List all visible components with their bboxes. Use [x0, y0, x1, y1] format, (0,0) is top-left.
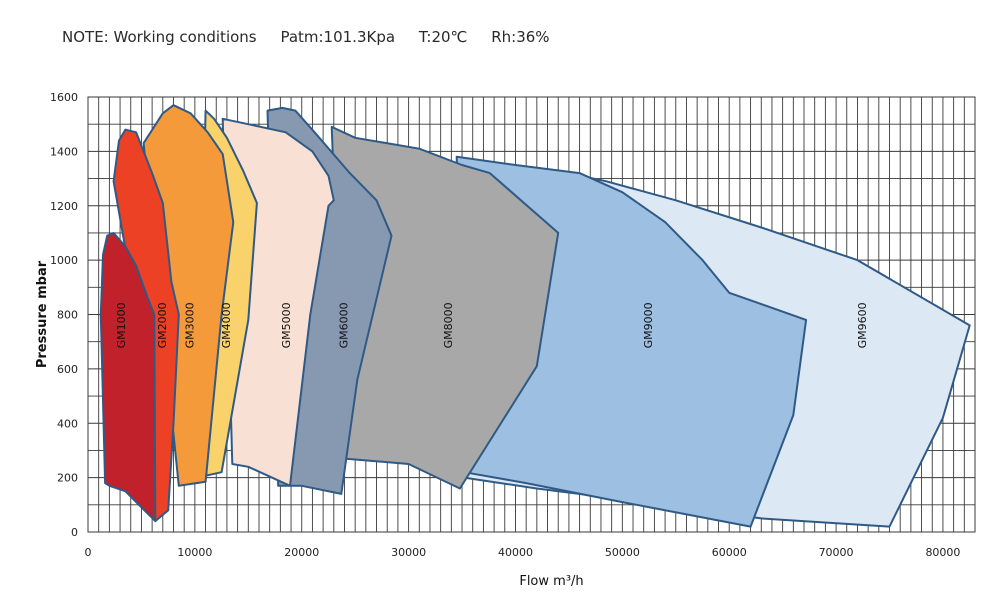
region-label-gm5000: GM5000	[280, 302, 293, 348]
region-gm3000	[142, 104, 235, 487]
y-tick-label: 200	[57, 472, 78, 485]
plot-frame	[87, 96, 976, 533]
working-conditions-note: NOTE: Working conditions Patm:101.3Kpa T…	[62, 28, 550, 46]
x-tick-label: 10000	[177, 546, 212, 559]
regions	[99, 104, 971, 528]
region-gm1000	[99, 231, 157, 523]
y-tick-label: 600	[57, 363, 78, 376]
y-axis-title: Pressure mbar	[35, 260, 50, 368]
x-tick-label: 80000	[925, 546, 960, 559]
region-label-gm6000: GM6000	[337, 302, 350, 348]
x-tick-label: 50000	[605, 546, 640, 559]
y-tick-label: 1400	[50, 145, 78, 158]
region-gm8000	[330, 125, 560, 490]
x-axis-title: Flow m³/h	[519, 574, 583, 589]
region-label-gm4000: GM4000	[220, 302, 233, 348]
x-tick-label: 70000	[819, 546, 854, 559]
y-tick-label: 1600	[50, 91, 78, 104]
x-tick-label: 40000	[498, 546, 533, 559]
region-label-gm8000: GM8000	[442, 302, 455, 348]
region-label-gm9600: GM9600	[856, 302, 869, 348]
y-tick-label: 1000	[50, 254, 78, 267]
ticks: 0 10000 20000 30000 40000 50000 60000 70000 8000…	[50, 91, 960, 559]
region-label-gm1000: GM1000	[115, 302, 128, 348]
x-tick-label: 20000	[284, 546, 319, 559]
y-tick-label: 0	[71, 526, 78, 539]
region-label-gm3000: GM3000	[184, 302, 197, 348]
y-tick-label: 800	[57, 309, 78, 322]
x-tick-label: 30000	[391, 546, 426, 559]
x-tick-label: 60000	[712, 546, 747, 559]
region-label-gm2000: GM2000	[156, 302, 169, 348]
region-label-gm9000: GM9000	[642, 302, 655, 348]
region-labels: GM1000 GM2000 GM3000 GM4000 GM5000 GM6000 GM80…	[115, 302, 869, 348]
y-tick-label: 400	[57, 417, 78, 430]
x-tick-label: 0	[85, 546, 92, 559]
y-tick-label: 1200	[50, 200, 78, 213]
